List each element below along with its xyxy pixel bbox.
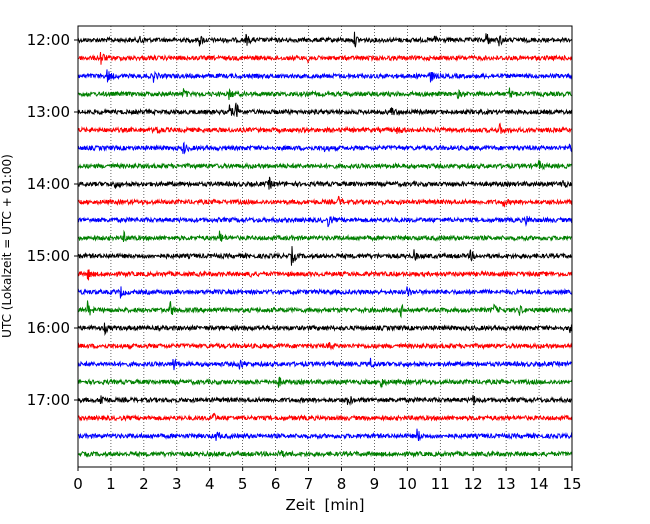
trace-line	[77, 428, 573, 442]
trace-line	[77, 195, 573, 208]
x-axis-ticks: 0 1 2 3 4 5 6 7 8 9 10 11 12 13 14 15	[73, 467, 582, 493]
x-tick-label: 1	[106, 475, 116, 493]
trace-line	[78, 300, 573, 319]
trace-line	[77, 229, 573, 243]
trace-line	[77, 394, 573, 406]
trace-line	[77, 246, 573, 266]
trace-line	[77, 376, 573, 389]
y-tick-label: 17:00	[27, 391, 70, 409]
trace-line	[77, 51, 573, 65]
x-tick-label: 6	[271, 475, 281, 493]
x-tick-label: 9	[370, 475, 380, 493]
y-tick-label: 16:00	[27, 319, 70, 337]
trace-line	[77, 215, 573, 228]
x-tick-label: 8	[337, 475, 347, 493]
trace-line	[77, 449, 573, 459]
trace-line	[77, 122, 573, 135]
x-tick-label: 11	[431, 475, 450, 493]
x-tick-label: 13	[497, 475, 516, 493]
trace-line	[77, 412, 573, 422]
trace-line	[77, 69, 573, 83]
y-tick-label: 14:00	[27, 175, 70, 193]
x-tick-label: 5	[238, 475, 248, 493]
trace-line	[77, 159, 573, 171]
y-axis-ticks: 12:00 13:00 14:00 15:00 16:00 17:00	[27, 31, 78, 409]
y-tick-label: 13:00	[27, 103, 70, 121]
trace-line	[77, 357, 573, 371]
seismic-traces	[77, 31, 573, 459]
x-axis-label: Zeit [min]	[285, 496, 364, 514]
trace-line	[77, 31, 573, 48]
trace-line	[77, 141, 573, 155]
x-tick-label: 7	[304, 475, 314, 493]
x-tick-label: 3	[172, 475, 182, 493]
plot-frame	[77, 25, 573, 468]
x-tick-label: 12	[464, 475, 483, 493]
y-tick-label: 12:00	[27, 31, 70, 49]
x-tick-label: 14	[530, 475, 549, 493]
trace-line	[77, 87, 573, 101]
trace-line	[77, 269, 573, 281]
trace-line	[77, 322, 573, 336]
trace-line	[77, 176, 573, 190]
y-tick-label: 15:00	[27, 247, 70, 265]
y-axis-label: UTC (Lokalzeit = UTC + 01:00)	[0, 154, 14, 338]
trace-line	[77, 341, 573, 351]
x-tick-label: 10	[398, 475, 417, 493]
trace-line	[77, 286, 573, 299]
x-tick-label: 2	[139, 475, 149, 493]
x-tick-label: 4	[205, 475, 215, 493]
x-tick-label: 15	[562, 475, 581, 493]
x-tick-label: 0	[73, 475, 83, 493]
trace-line	[77, 102, 573, 118]
